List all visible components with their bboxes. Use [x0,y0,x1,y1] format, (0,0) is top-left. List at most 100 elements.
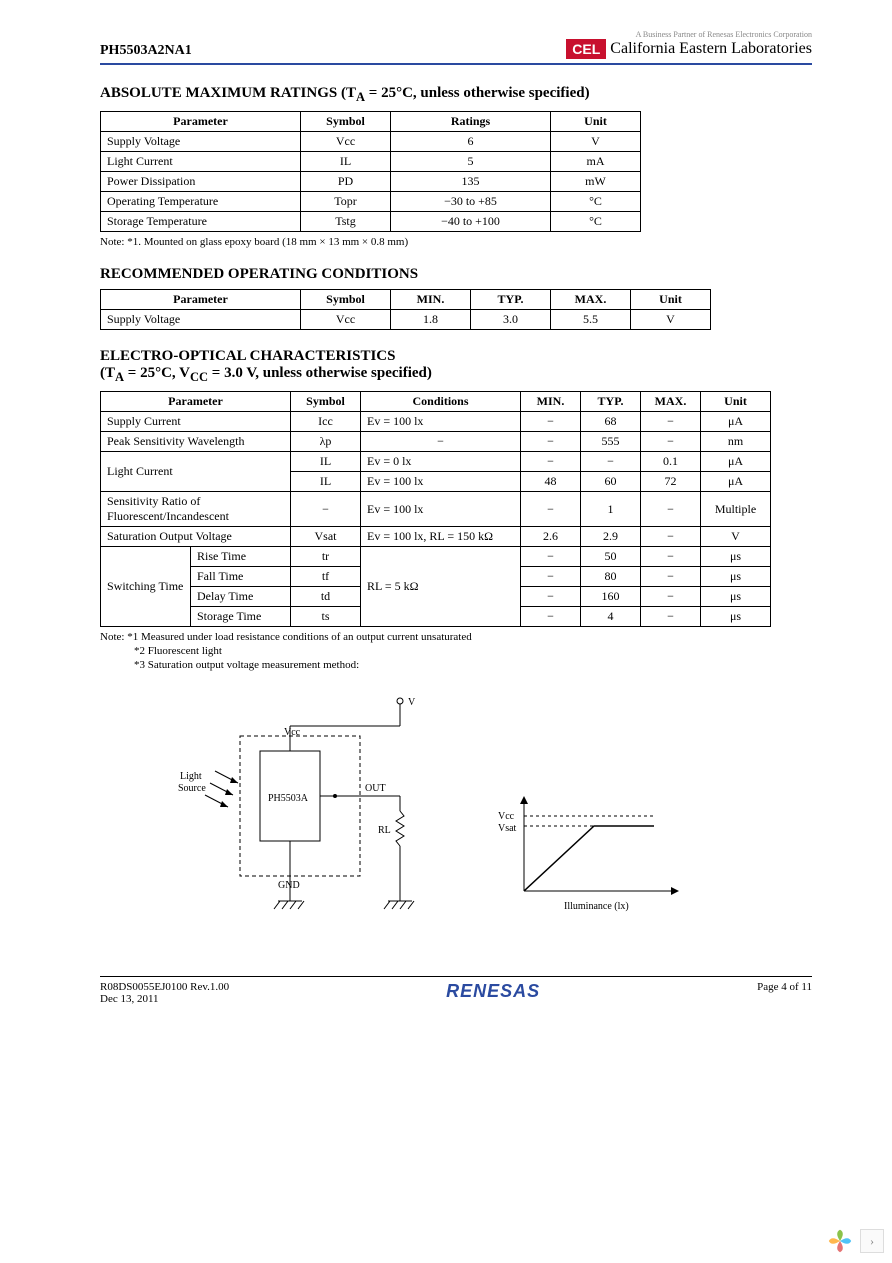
cell: 3.0 [471,310,551,330]
cell-cond: Ev = 100 lx [361,492,521,527]
cell-max: − [641,567,701,587]
cell-min: 2.6 [521,527,581,547]
cell: 5 [391,152,551,172]
cell: Vcc [301,132,391,152]
table-row: Saturation Output VoltageVsatEv = 100 lx… [101,527,771,547]
cell: 6 [391,132,551,152]
cell-cond: Ev = 100 lx [361,412,521,432]
part-number: PH5503A2NA1 [100,43,192,59]
cell-typ: 60 [581,472,641,492]
cell-symbol: IL [291,472,361,492]
page-footer: R08DS0055EJ0100 Rev.1.00 Dec 13, 2011 RE… [100,976,812,1005]
cel-badge: CEL [566,39,606,59]
cell-min: − [521,412,581,432]
cell-unit: nm [701,432,771,452]
cell: Power Dissipation [101,172,301,192]
cell: IL [301,152,391,172]
cell-symbol: λp [291,432,361,452]
cell-typ: 80 [581,567,641,587]
table-row: Power DissipationPD135mW [101,172,641,192]
cell-unit: μs [701,607,771,627]
cell-typ: − [581,452,641,472]
cell: Light Current [101,152,301,172]
cell-symbol: tf [291,567,361,587]
circuit-diagram: V Vcc PH5503A GND OUT RL [160,691,812,926]
cell-max: − [641,527,701,547]
cell-unit: μA [701,452,771,472]
cell: Supply Voltage [101,132,301,152]
label-rl: RL [378,825,391,836]
renesas-logo: RENESAS [229,981,757,1002]
cell-param: Supply Current [101,412,291,432]
col-header: Conditions [361,392,521,412]
logo-tagline: A Business Partner of Renesas Electronic… [566,30,812,39]
cell-symbol: ts [291,607,361,627]
col-header: MAX. [551,290,631,310]
cell: Topr [301,192,391,212]
cell-subparam: Storage Time [191,607,291,627]
table-row: Light CurrentIL5mA [101,152,641,172]
cell-typ: 160 [581,587,641,607]
col-header: Unit [551,112,641,132]
cell-max: − [641,412,701,432]
table-row: Supply VoltageVcc1.83.05.5V [101,310,711,330]
cell-subparam: Rise Time [191,547,291,567]
cel-logo-block: A Business Partner of Renesas Electronic… [566,30,812,59]
table-row: Peak Sensitivity Wavelengthλp−−555−nm [101,432,771,452]
table-electro-optical: ParameterSymbolConditionsMIN.TYP.MAX.Uni… [100,391,771,627]
cell: −30 to +85 [391,192,551,212]
label-graph-vsat: Vsat [498,823,517,834]
col-header: Unit [701,392,771,412]
cell: Storage Temperature [101,212,301,232]
section-title-recommended: RECOMMENDED OPERATING CONDITIONS [100,266,812,283]
cell: mW [551,172,641,192]
cell-min: 48 [521,472,581,492]
label-light-source-2: Source [178,783,206,794]
cell: V [551,132,641,152]
cell: °C [551,192,641,212]
col-header: Symbol [301,112,391,132]
next-button[interactable]: › [860,1229,884,1253]
cell-unit: V [701,527,771,547]
section-title-electro-optical: ELECTRO-OPTICAL CHARACTERISTICS [100,348,812,365]
cell-typ: 68 [581,412,641,432]
cell-symbol: − [291,492,361,527]
cell-cond: Ev = 0 lx [361,452,521,472]
label-graph-vcc: Vcc [498,811,515,822]
footer-doc: R08DS0055EJ0100 Rev.1.00 [100,981,229,993]
cell-min: − [521,567,581,587]
footer-page: Page 4 of 11 [757,981,812,993]
cell-max: 72 [641,472,701,492]
col-header: MAX. [641,392,701,412]
col-header: Symbol [301,290,391,310]
cell-param: Saturation Output Voltage [101,527,291,547]
cell-typ: 1 [581,492,641,527]
col-header: Unit [631,290,711,310]
cell-typ: 2.9 [581,527,641,547]
cell-typ: 4 [581,607,641,627]
table-row: Operating TemperatureTopr−30 to +85°C [101,192,641,212]
section-title-absolute-max: ABSOLUTE MAXIMUM RATINGS (TA = 25°C, unl… [100,85,812,105]
col-header: TYP. [471,290,551,310]
flower-icon[interactable] [826,1227,854,1255]
cell-cond: − [361,432,521,452]
cell: −40 to +100 [391,212,551,232]
col-header: Ratings [391,112,551,132]
cell: mA [551,152,641,172]
col-header: MIN. [391,290,471,310]
cell: 5.5 [551,310,631,330]
chevron-right-icon: › [870,1234,874,1249]
cell-cond: Ev = 100 lx [361,472,521,492]
table-row: Switching TimeRise TimetrRL = 5 kΩ−50−μs [101,547,771,567]
cell-param: Light Current [101,452,291,492]
label-vcc-top: V [408,697,416,708]
cell-min: − [521,547,581,567]
cell-min: − [521,452,581,472]
table-recommended: ParameterSymbolMIN.TYP.MAX.UnitSupply Vo… [100,289,711,330]
label-graph-x: Illuminance (lx) [564,901,629,912]
cell-param: Peak Sensitivity Wavelength [101,432,291,452]
cell-param: Switching Time [101,547,191,627]
circuit-svg: V Vcc PH5503A GND OUT RL [160,691,460,921]
col-header: TYP. [581,392,641,412]
table-row: Light CurrentILEv = 0 lx−−0.1μA [101,452,771,472]
